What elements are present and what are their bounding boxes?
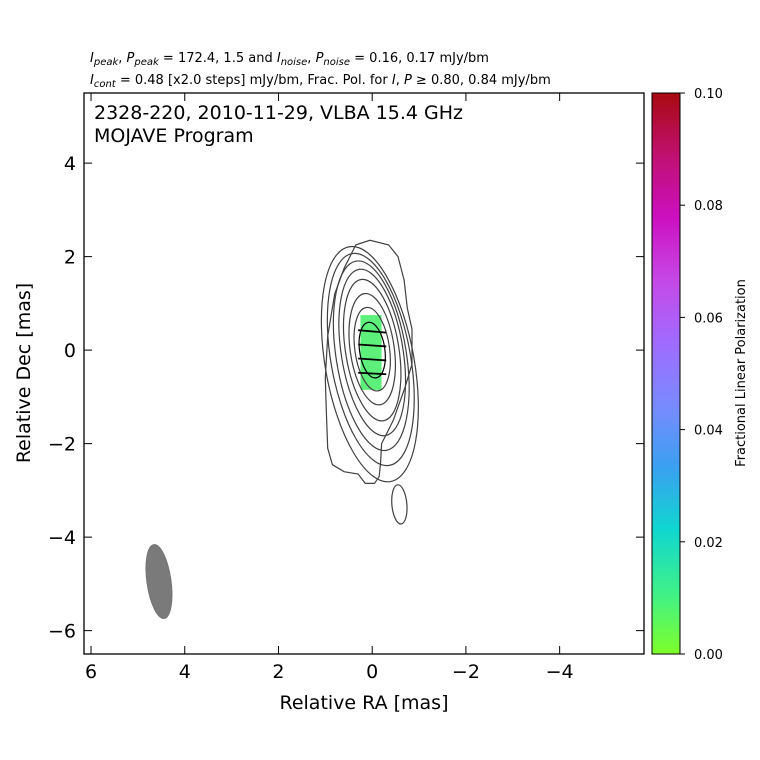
y-axis-label: Relative Dec [mas]: [13, 283, 35, 463]
x-tick-label: 4: [179, 661, 191, 683]
contour-level-8: [358, 321, 386, 379]
x-tick-label: 0: [366, 661, 378, 683]
x-tick-label: 2: [272, 661, 284, 683]
plot-content: [145, 239, 419, 619]
evpa-vector-4: [358, 371, 387, 376]
beam-ellipse: [145, 544, 173, 619]
contour-level-2: [326, 252, 415, 467]
y-tick-label: 0: [64, 340, 76, 362]
contour-level-7: [353, 306, 391, 392]
y-tick-label: 4: [64, 153, 76, 175]
y-tick-label: −6: [48, 621, 76, 643]
header-line-1: Ipeak, Ppeak = 172.4, 1.5 and Inoise, Pn…: [90, 51, 489, 68]
secondary-component-contour: [391, 484, 408, 525]
y-tick-label: 2: [64, 247, 76, 269]
x-tick-label: 6: [85, 661, 97, 683]
x-axis-label: Relative RA [mas]: [279, 692, 448, 714]
x-tick-label: −2: [452, 661, 480, 683]
colorbar-tick-label: 0.06: [694, 311, 723, 326]
plot-title-line-1: 2328-220, 2010-11-29, VLBA 15.4 GHz: [94, 102, 463, 124]
colorbar-label: Fractional Linear Polarization: [734, 279, 749, 467]
colorbar-tick-label: 0.08: [694, 199, 723, 214]
plot-frame: [83, 92, 645, 655]
contour-level-4: [338, 268, 407, 437]
colorbar-tick-label: 0.04: [694, 424, 723, 439]
y-tick-label: −4: [48, 527, 76, 549]
colorbar-frame: [651, 92, 681, 655]
plot-title-line-2: MOJAVE Program: [94, 125, 254, 147]
colorbar: [652, 93, 680, 654]
colorbar-ticks: 0.00 0.02 0.04 0.06 0.08 0.10: [680, 87, 723, 663]
y-tick-label: −2: [48, 434, 76, 456]
colorbar-tick-label: 0.10: [694, 87, 723, 102]
evpa-vector-3: [358, 357, 387, 362]
contour-level-3: [332, 260, 410, 452]
colorbar-tick-label: 0.02: [694, 536, 723, 551]
header-line-2: Icont = 0.48 [x2.0 steps] mJy/bm, Frac. …: [90, 73, 551, 90]
y-axis-ticks: 4 2 0 −2 −4 −6: [48, 153, 644, 643]
colorbar-tick-label: 0.00: [694, 648, 723, 663]
x-axis-ticks: 6 4 2 0 −2 −4: [85, 93, 574, 683]
evpa-vector-2: [358, 343, 387, 348]
evpa-vector-1: [358, 329, 387, 334]
contour-level-6: [348, 292, 396, 406]
x-tick-label: −4: [546, 661, 574, 683]
contour-level-1: [320, 245, 419, 483]
contour-level-5: [342, 278, 402, 422]
